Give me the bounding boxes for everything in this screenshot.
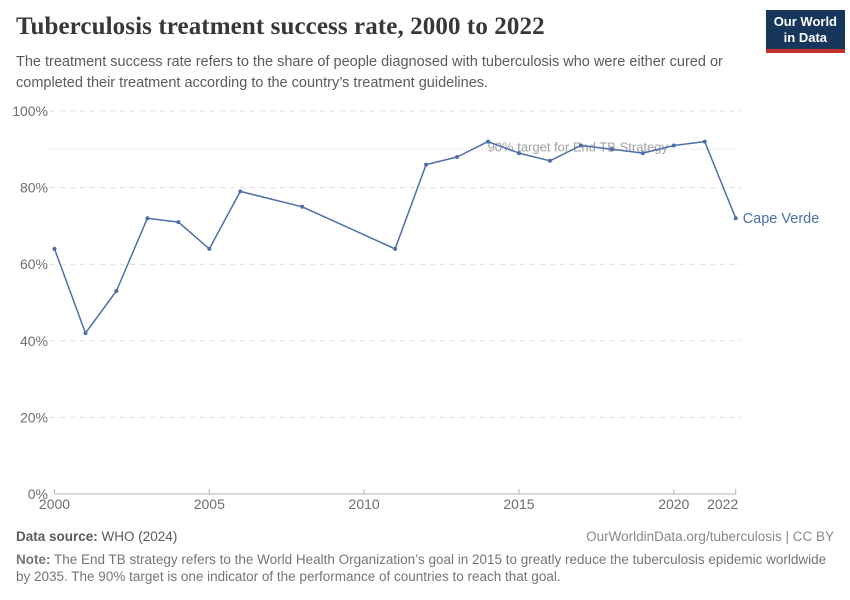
data-point[interactable] [702, 139, 707, 144]
x-tick-label: 2000 [39, 496, 70, 512]
data-point[interactable] [517, 151, 521, 156]
footnote-text: The End TB strategy refers to the World … [16, 552, 827, 584]
data-point[interactable] [207, 246, 212, 251]
y-tick-label: 80% [20, 180, 48, 196]
x-tick-label: 2020 [658, 496, 689, 512]
y-tick-label: 20% [20, 409, 48, 425]
line-series-cape-verde[interactable] [53, 140, 737, 334]
data-source-label: Data source: [16, 529, 98, 544]
page-title: Tuberculosis treatment success rate, 200… [16, 13, 545, 40]
x-tick-label: 2005 [194, 496, 225, 512]
footnote: Note: The End TB strategy refers to the … [16, 552, 834, 585]
data-point[interactable] [455, 155, 459, 159]
data-source-value: WHO (2024) [101, 529, 178, 544]
owid-logo-line1: Our World [773, 14, 837, 29]
data-point[interactable] [114, 289, 119, 293]
x-tick-label: 2022 [707, 496, 738, 512]
owid-logo[interactable]: Our World in Data [765, 10, 845, 53]
owid-logo-line2: in Data [783, 30, 828, 45]
x-tick-label: 2015 [503, 496, 534, 512]
footnote-label: Note: [16, 552, 51, 567]
y-tick-label: 100% [12, 103, 48, 119]
attribution-link[interactable]: OurWorldinData.org/tuberculosis | CC BY [586, 529, 834, 544]
data-point[interactable] [145, 216, 150, 221]
data-point[interactable] [52, 246, 57, 251]
data-point[interactable] [733, 216, 738, 221]
chart-subtitle: The treatment success rate refers to the… [16, 54, 723, 91]
footer: Data source: WHO (2024) OurWorldinData.o… [16, 529, 834, 585]
data-point[interactable] [83, 331, 88, 336]
y-tick-label: 0% [28, 486, 48, 502]
data-point[interactable] [640, 151, 645, 156]
series-end-label[interactable]: Cape Verde [743, 211, 820, 227]
data-point[interactable] [176, 220, 181, 225]
data-point[interactable] [609, 147, 614, 152]
data-source: Data source: WHO (2024) [16, 529, 177, 545]
data-point[interactable] [547, 158, 552, 163]
data-point[interactable] [393, 246, 398, 251]
data-point[interactable] [486, 139, 490, 144]
y-tick-label: 40% [20, 333, 48, 349]
data-point[interactable] [424, 162, 429, 167]
data-point[interactable] [578, 143, 583, 148]
chart-canvas: 0%20%40%60%80%100%90% target for End TB … [12, 103, 820, 512]
header: Tuberculosis treatment success rate, 200… [16, 10, 845, 53]
data-point[interactable] [238, 189, 243, 194]
y-tick-label: 60% [20, 256, 48, 272]
data-point[interactable] [671, 143, 676, 148]
x-tick-label: 2010 [349, 496, 380, 512]
data-point[interactable] [300, 204, 305, 209]
